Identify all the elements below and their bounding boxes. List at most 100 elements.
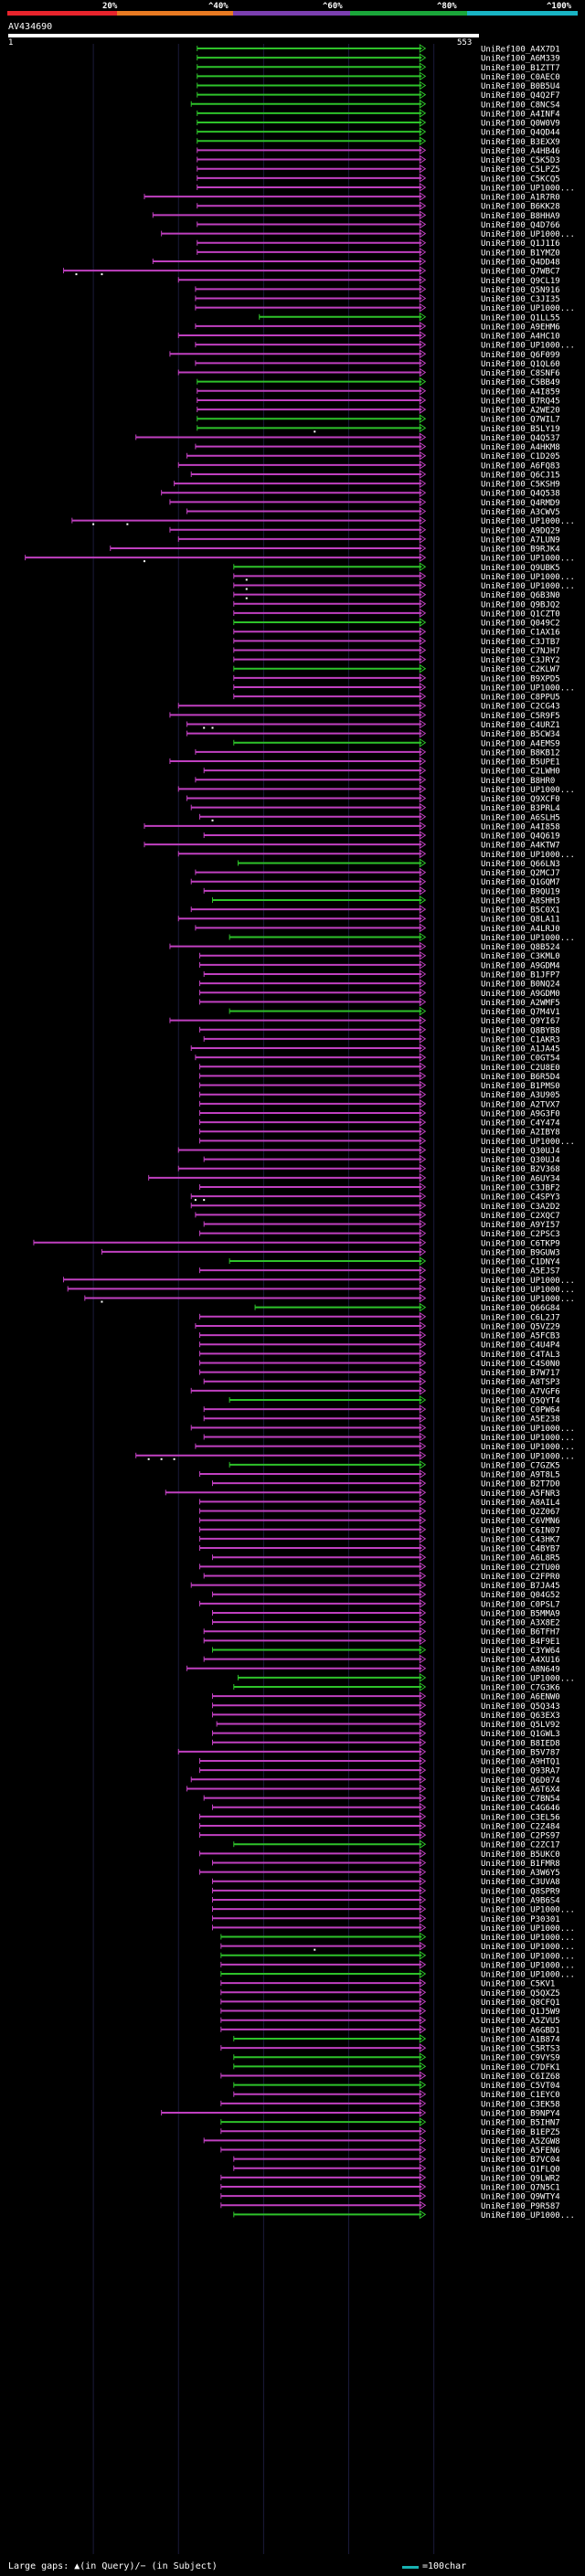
- hit-row[interactable]: UniRef100_A4HC10: [177, 331, 560, 342]
- hit-label[interactable]: UniRef100_A6GBD1: [481, 2026, 560, 2035]
- hit-label[interactable]: UniRef100_C6VMN6: [481, 1517, 560, 1526]
- hit-row[interactable]: UniRef100_C9VYS9: [233, 2052, 560, 2063]
- hit-label[interactable]: UniRef100_Q5Q343: [481, 1702, 560, 1712]
- hit-row[interactable]: UniRef100_C3YW64: [212, 1645, 560, 1656]
- hit-label[interactable]: UniRef100_C0PW64: [481, 1406, 560, 1415]
- hit-label[interactable]: UniRef100_C1AKR3: [481, 1035, 560, 1044]
- hit-row[interactable]: UniRef100_B0NQ24: [199, 979, 560, 990]
- hit-row[interactable]: UniRef100_UP1000...: [233, 683, 575, 694]
- hit-row[interactable]: UniRef100_Q4Q2F7: [197, 90, 560, 101]
- hit-row[interactable]: UniRef100_Q66LN3: [237, 858, 560, 869]
- hit-label[interactable]: UniRef100_Q2MCJ7: [481, 869, 560, 878]
- hit-label[interactable]: UniRef100_B1FMR8: [481, 1860, 560, 1869]
- hit-label[interactable]: UniRef100_Q5QXZ5: [481, 1989, 560, 1998]
- hit-row[interactable]: UniRef100_UP1000...: [195, 302, 575, 314]
- hit-label[interactable]: UniRef100_A4X7D1: [481, 46, 560, 55]
- hit-label[interactable]: UniRef100_B0B5U4: [481, 82, 560, 91]
- hit-label[interactable]: UniRef100_C1EYC0: [481, 2091, 560, 2100]
- hit-row[interactable]: UniRef100_Q1GQM7: [190, 876, 560, 888]
- hit-label[interactable]: UniRef100_C5K5D3: [481, 156, 560, 165]
- hit-row[interactable]: UniRef100_UP1000...: [190, 1423, 575, 1434]
- hit-label[interactable]: UniRef100_C3A2D2: [481, 1203, 560, 1212]
- hit-label[interactable]: UniRef100_C7BN54: [481, 1795, 560, 1804]
- hit-row[interactable]: UniRef100_C3JI35: [195, 293, 560, 305]
- hit-label[interactable]: UniRef100_A4HKM8: [481, 443, 560, 452]
- hit-label[interactable]: UniRef100_C1DNY4: [481, 1258, 560, 1267]
- hit-label[interactable]: UniRef100_C5VT04: [481, 2082, 560, 2091]
- hit-row[interactable]: UniRef100_UP1000...: [135, 1450, 575, 1462]
- hit-label[interactable]: UniRef100_C7G3K6: [481, 1684, 560, 1693]
- hit-row[interactable]: UniRef100_B1YMZ0: [197, 247, 560, 259]
- hit-label[interactable]: UniRef100_C4SPY3: [481, 1193, 560, 1203]
- hit-label[interactable]: UniRef100_C2CG43: [481, 703, 560, 712]
- hit-label[interactable]: UniRef100_Q4QD44: [481, 129, 560, 138]
- hit-label[interactable]: UniRef100_A3CWV5: [481, 508, 560, 517]
- hit-label[interactable]: UniRef100_Q04G52: [481, 1591, 560, 1600]
- hit-label[interactable]: UniRef100_A7VGF6: [481, 1387, 560, 1396]
- hit-row[interactable]: UniRef100_A2IBY8: [199, 1127, 560, 1138]
- hit-label[interactable]: UniRef100_A3U905: [481, 1091, 560, 1100]
- hit-row[interactable]: UniRef100_Q7M4V1: [229, 1006, 560, 1018]
- hit-row[interactable]: UniRef100_Q5QYT4: [229, 1395, 560, 1406]
- hit-label[interactable]: UniRef100_Q7WBC7: [481, 268, 560, 277]
- hit-label[interactable]: UniRef100_UP1000...: [481, 582, 575, 591]
- hit-label[interactable]: UniRef100_UP1000...: [481, 684, 575, 693]
- hit-label[interactable]: UniRef100_UP1000...: [481, 1138, 575, 1147]
- hit-row[interactable]: UniRef100_Q9BJQ2: [233, 599, 560, 610]
- hit-label[interactable]: UniRef100_UP1000...: [481, 851, 575, 860]
- hit-row[interactable]: UniRef100_B9XPD5: [233, 673, 560, 684]
- hit-row[interactable]: UniRef100_P9R587: [220, 2200, 560, 2211]
- hit-row[interactable]: UniRef100_A4KTW7: [144, 840, 560, 851]
- hit-row[interactable]: UniRef100_A6UY34: [148, 1172, 560, 1184]
- hit-label[interactable]: UniRef100_C7DFK1: [481, 2063, 560, 2072]
- hit-label[interactable]: UniRef100_C0PSL7: [481, 1600, 560, 1609]
- hit-row[interactable]: UniRef100_B7VC04: [233, 2154, 560, 2166]
- hit-label[interactable]: UniRef100_C4BYB7: [481, 1545, 560, 1554]
- hit-row[interactable]: UniRef100_UP1000...: [71, 515, 575, 527]
- hit-row[interactable]: UniRef100_C7BN54: [203, 1793, 560, 1805]
- hit-row[interactable]: UniRef100_C0PSL7: [199, 1598, 560, 1610]
- hit-label[interactable]: UniRef100_UP1000...: [481, 230, 575, 239]
- hit-label[interactable]: UniRef100_A6M339: [481, 55, 560, 64]
- hit-label[interactable]: UniRef100_C2TU00: [481, 1564, 560, 1573]
- hit-row[interactable]: UniRef100_A9GDM0: [199, 988, 560, 999]
- hit-label[interactable]: UniRef100_UP1000...: [481, 342, 575, 351]
- hit-row[interactable]: UniRef100_A9HTQ1: [199, 1756, 560, 1767]
- hit-label[interactable]: UniRef100_A4KTW7: [481, 842, 560, 851]
- hit-row[interactable]: UniRef100_C2CG43: [177, 701, 560, 712]
- hit-label[interactable]: UniRef100_A6UY34: [481, 1174, 560, 1183]
- hit-row[interactable]: UniRef100_C5K5D3: [197, 154, 560, 166]
- hit-label[interactable]: UniRef100_A8TSP3: [481, 1378, 560, 1387]
- hit-label[interactable]: UniRef100_A8SHH3: [481, 896, 560, 906]
- hit-label[interactable]: UniRef100_Q1LL55: [481, 313, 560, 323]
- hit-label[interactable]: UniRef100_Q4RMD9: [481, 499, 560, 508]
- hit-label[interactable]: UniRef100_Q6D074: [481, 1776, 560, 1786]
- hit-row[interactable]: UniRef100_C3JRY2: [233, 654, 560, 666]
- hit-label[interactable]: UniRef100_A1R7R0: [481, 194, 560, 203]
- hit-label[interactable]: UniRef100_Q5VZ29: [481, 1322, 560, 1331]
- hit-label[interactable]: UniRef100_A4I859: [481, 387, 560, 397]
- hit-row[interactable]: UniRef100_A5ZVU5: [220, 2015, 560, 2027]
- hit-row[interactable]: UniRef100_B9QU19: [203, 885, 560, 897]
- hit-row[interactable]: UniRef100_C6IZ68: [220, 2071, 560, 2082]
- hit-row[interactable]: UniRef100_Q9WTY4: [220, 2191, 560, 2202]
- hit-row[interactable]: UniRef100_A9YI57: [203, 1219, 560, 1231]
- hit-label[interactable]: UniRef100_B3PRL4: [481, 804, 560, 813]
- hit-row[interactable]: UniRef100_Q4Q537: [135, 432, 560, 443]
- hit-row[interactable]: UniRef100_UP1000...: [161, 228, 575, 240]
- hit-row[interactable]: UniRef100_A5ZGW8: [203, 2136, 560, 2147]
- hit-row[interactable]: UniRef100_A8TSP3: [203, 1376, 560, 1388]
- hit-row[interactable]: UniRef100_Q4RMD9: [169, 497, 560, 508]
- hit-label[interactable]: UniRef100_B2V368: [481, 1165, 560, 1174]
- hit-row[interactable]: UniRef100_C7NJH7: [233, 645, 560, 656]
- hit-row[interactable]: UniRef100_UP1000...: [197, 183, 575, 194]
- hit-label[interactable]: UniRef100_C8PPU5: [481, 694, 560, 703]
- hit-row[interactable]: UniRef100_B8KB12: [195, 747, 560, 758]
- hit-label[interactable]: UniRef100_B6KK28: [481, 203, 560, 212]
- hit-row[interactable]: UniRef100_A3W6Y5: [199, 1867, 560, 1879]
- hit-label[interactable]: UniRef100_A5ZVU5: [481, 2017, 560, 2026]
- hit-label[interactable]: UniRef100_B5CW34: [481, 730, 560, 739]
- hit-label[interactable]: UniRef100_B7VC04: [481, 2156, 560, 2165]
- hit-label[interactable]: UniRef100_Q7N5C1: [481, 2184, 560, 2193]
- hit-label[interactable]: UniRef100_A9HTQ1: [481, 1758, 560, 1767]
